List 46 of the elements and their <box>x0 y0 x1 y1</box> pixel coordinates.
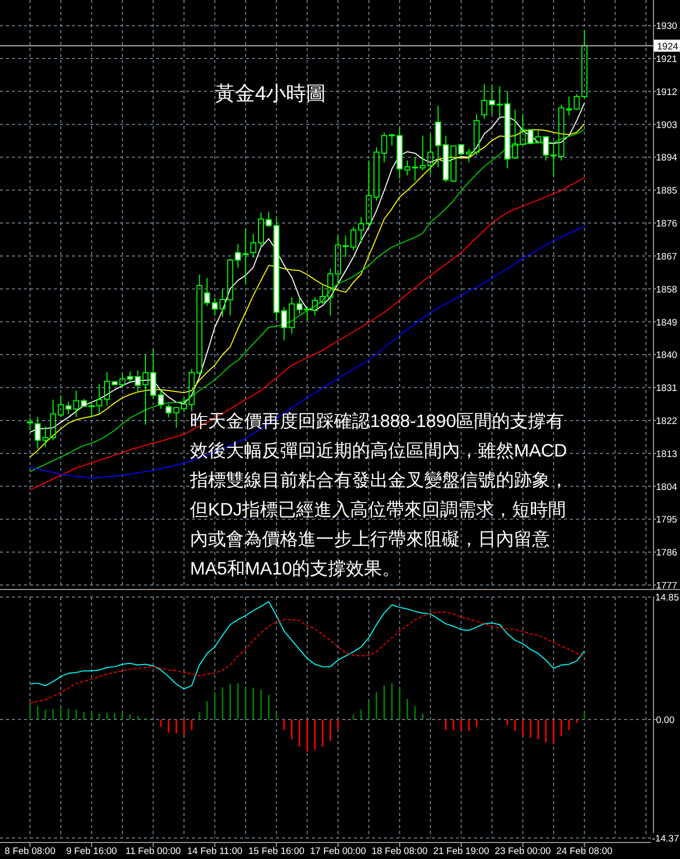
line-series <box>30 601 585 690</box>
line-series <box>30 612 585 704</box>
y-tick-label: 1876 <box>656 218 678 230</box>
ref-line-label: 1924 <box>657 42 678 53</box>
x-tick-label: 14 Feb 11:00 <box>187 846 242 857</box>
x-tick-label: 21 Feb 19:00 <box>433 846 490 857</box>
y-tick-label: 1795 <box>656 514 678 526</box>
annotation: 但KDJ指標已經進入高位帶來回調需求，短時間 <box>190 500 566 520</box>
y-tick-label: 1786 <box>656 548 678 559</box>
x-tick-label: 8 Feb 08:00 <box>4 846 56 857</box>
x-tick-label: 11 Feb 00:00 <box>126 846 181 857</box>
y-tick-label: 1813 <box>656 448 678 460</box>
x-tick-label: 18 Feb 08:00 <box>372 846 428 857</box>
annotation: MA5和MA10的支撐效果。 <box>190 558 400 578</box>
y-tick-label: 14.85 <box>655 592 679 604</box>
y-tick-label: 1912 <box>656 86 678 98</box>
y-tick-label: 1831 <box>656 383 678 394</box>
candlestick <box>581 29 588 100</box>
y-tick-label: 1858 <box>656 284 678 296</box>
x-tick-label: 9 Feb 16:00 <box>66 846 117 857</box>
candlestick <box>158 390 164 410</box>
candlestick <box>427 133 434 175</box>
y-tick-label: 1867 <box>656 251 678 262</box>
y-tick-label: 1840 <box>656 350 678 362</box>
y-tick-label: 1804 <box>656 482 678 493</box>
x-tick-label: 24 Feb 08:00 <box>556 846 612 857</box>
x-tick-label: 17 Feb 00:00 <box>310 846 366 857</box>
x-tick-label: 23 Feb 00:00 <box>494 846 551 857</box>
y-tick-label: 1777 <box>656 580 678 592</box>
y-tick-label: 1903 <box>656 120 678 131</box>
line-series <box>30 177 585 490</box>
y-tick-label: 0.00 <box>656 714 674 726</box>
y-tick-label: 1921 <box>656 54 678 65</box>
y-tick-label: 1822 <box>656 416 678 427</box>
y-tick-label: -14.37 <box>652 834 679 844</box>
y-tick-label: 1930 <box>656 21 678 32</box>
candlestick <box>166 404 172 418</box>
y-tick-label: 1885 <box>656 186 678 197</box>
annotation: 指標雙線目前粘合有發出金叉變盤信號的跡象， <box>189 470 568 490</box>
x-tick-label: 15 Feb 16:00 <box>248 846 304 857</box>
y-tick-label: 1894 <box>656 152 678 164</box>
annotation: 內或會為價格進一步上行帶來阻礙，日內留意 <box>190 529 550 549</box>
candlestick <box>435 105 442 168</box>
text: 黃金4小時圖 <box>215 83 326 105</box>
y-tick-label: 1849 <box>656 317 678 328</box>
candlestick <box>27 417 33 431</box>
